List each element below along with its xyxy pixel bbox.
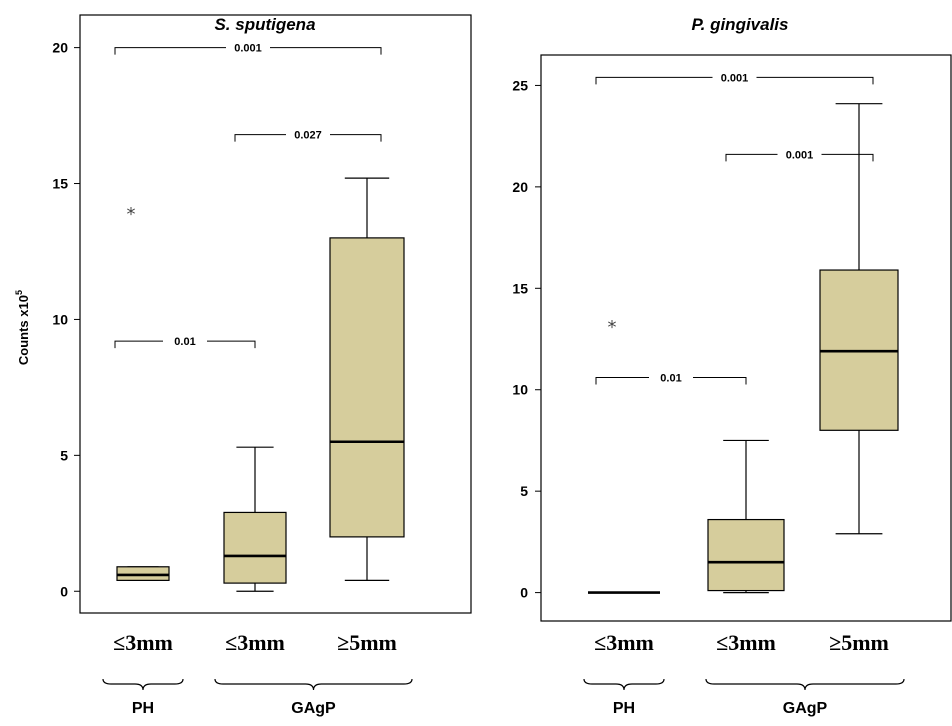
brace-line [705,678,905,691]
x-category-label: ≤3mm [225,630,285,655]
x-category-label: ≥5mm [337,630,397,655]
group-label: GAgP [291,700,336,717]
y-tick-label: 20 [512,179,528,195]
bracket-line [234,134,382,142]
p-value-label: 0.001 [234,43,262,55]
y-tick-label: 25 [512,77,528,93]
y-axis-label-text: Counts x10 [16,295,31,365]
y-tick-label: 5 [60,447,68,463]
box-1: * [116,204,170,581]
significance-bracket: 0.001 [725,149,874,162]
p-value-label: 0.027 [294,130,322,142]
brace-line [102,678,184,691]
significance-bracket: 0.027 [234,130,382,142]
significance-bracket: 0.01 [595,373,747,385]
y-tick-label: 0 [60,583,68,599]
y-tick-label: 15 [512,280,528,296]
box-iqr [329,237,405,538]
p-value-label: 0.01 [174,336,195,348]
group-label: PH [613,700,635,717]
box-3 [329,177,405,581]
x-category-label: ≤3mm [716,630,776,655]
y-axis-label: Counts x105 [14,290,31,365]
bracket-line [595,76,874,85]
y-tick-label: 0 [520,585,528,601]
brace-line [583,678,665,691]
bracket-line [725,153,874,162]
bracket-line [114,340,256,349]
chart-title: S. sputigena [214,15,315,34]
box-iqr [707,518,785,592]
plot-frame [540,54,952,622]
group-brace: PH [102,678,184,717]
group-label: PH [132,700,154,717]
p-value-label: 0.01 [660,373,681,385]
y-tick-label: 15 [52,176,68,192]
p-value-label: 0.001 [786,149,814,161]
p-value-label: 0.001 [721,72,749,84]
brace-line [214,678,413,691]
y-tick-label: 20 [52,40,68,56]
box-iqr [116,566,170,581]
y-tick-label: 10 [52,311,68,327]
group-label: GAgP [783,700,828,717]
y-tick-label: 10 [512,382,528,398]
x-category-label: ≥5mm [829,630,889,655]
box-2 [223,446,287,592]
box-3 [819,103,899,535]
box-2 [707,439,785,594]
group-brace: GAgP [705,678,905,717]
plot-frame [79,14,472,614]
significance-bracket: 0.001 [595,72,874,85]
box-1: * [588,317,660,594]
bracket-line [114,47,382,55]
outlier-point: * [608,317,617,338]
significance-bracket: 0.001 [114,43,382,55]
bracket-line [595,377,747,385]
x-category-label: ≤3mm [594,630,654,655]
chart-title: P. gingivalis [691,15,788,34]
chart-panel-2: P. gingivalis 0 5 10 15 20 25 * 0.001 0.001 0.01 ≤3… [512,15,952,717]
outlier-point: * [127,204,136,225]
box-iqr [223,511,287,584]
group-brace: GAgP [214,678,413,717]
significance-bracket: 0.01 [114,336,256,349]
group-brace: PH [583,678,665,717]
y-axis-label-superscript: 5 [14,290,24,295]
x-category-label: ≤3mm [113,630,173,655]
y-tick-label: 5 [520,483,528,499]
